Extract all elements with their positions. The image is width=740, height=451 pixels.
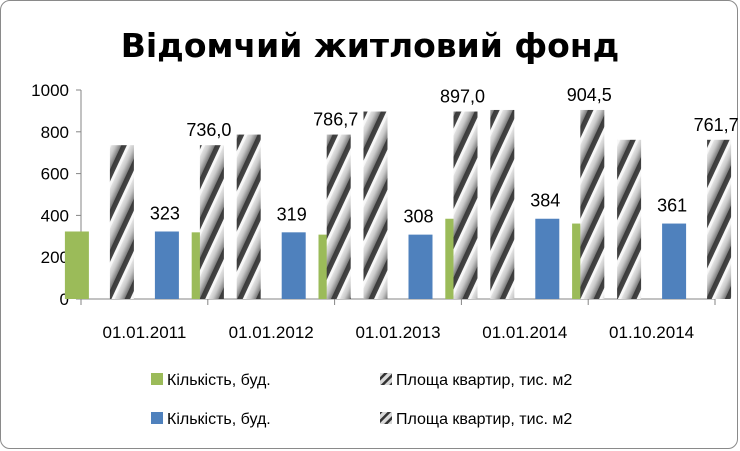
x-tick-label: 01.01.2011 [102, 323, 186, 342]
axes: 0 200 400 600 800 1000 01.01.2011 01.01.2012 01.… [31, 81, 716, 342]
bar-solid [154, 231, 179, 299]
bar-hatched [580, 109, 605, 299]
data-label: 761,7 [694, 115, 739, 135]
x-tick-label: 01.01.2013 [355, 323, 440, 342]
data-label: 786,7 [313, 110, 358, 130]
data-label: 384 [530, 191, 560, 211]
data-label: 897,0 [440, 87, 485, 107]
data-label: 308 [403, 207, 433, 227]
y-tick-label: 0 [60, 290, 69, 309]
legend: Кількість, буд. Площа квартир, тис. м2 Кіл… [151, 372, 572, 428]
y-tick-label: 1000 [31, 81, 69, 100]
legend-item: Кількість, буд. [151, 372, 271, 389]
data-label: 323 [150, 203, 180, 223]
y-tick-label: 400 [41, 206, 69, 225]
data-labels: 323 319 308 384 361 736,0 786,7 897,0 904,5 761,7 [150, 85, 739, 227]
bar-hatched [109, 145, 134, 299]
legend-item: Кількість, буд. [151, 411, 271, 428]
bar-solid [662, 223, 687, 299]
bar-hatched [236, 134, 261, 299]
data-label: 736,0 [186, 120, 231, 140]
x-tick-label: 01.01.2014 [482, 323, 567, 342]
legend-swatch [151, 373, 163, 385]
legend-swatch [151, 412, 163, 424]
x-tick-label: 01.01.2012 [229, 323, 314, 342]
legend-item: Площа квартир, тис. м2 [380, 372, 572, 389]
bar-solid [535, 218, 560, 299]
bar-hatched [199, 145, 224, 299]
bar-hatched [326, 134, 351, 299]
bar-solid [281, 232, 306, 299]
bar-solid [64, 231, 89, 299]
legend-label: Кількість, буд. [167, 411, 271, 428]
bar-hatched [363, 111, 388, 299]
legend-label: Площа квартир, тис. м2 [396, 411, 572, 428]
legend-label: Площа квартир, тис. м2 [396, 372, 572, 389]
bars [64, 109, 732, 299]
legend-swatch [380, 412, 392, 424]
legend-swatch [380, 373, 392, 385]
data-label: 904,5 [567, 85, 612, 105]
y-tick-label: 200 [41, 248, 69, 267]
y-tick-label: 600 [41, 165, 69, 184]
data-label: 319 [277, 204, 307, 224]
bar-solid [408, 234, 433, 299]
legend-item: Площа квартир, тис. м2 [380, 411, 572, 428]
chart-title: Відомчий житловий фонд [121, 26, 620, 65]
bar-hatched [617, 139, 642, 299]
data-label: 361 [657, 196, 687, 216]
y-tick-label: 800 [41, 123, 69, 142]
bar-hatched [707, 139, 732, 299]
x-tick-label: 01.10.2014 [609, 323, 694, 342]
legend-label: Кількість, буд. [167, 372, 271, 389]
bar-hatched [490, 109, 515, 299]
bar-hatched [453, 111, 478, 299]
